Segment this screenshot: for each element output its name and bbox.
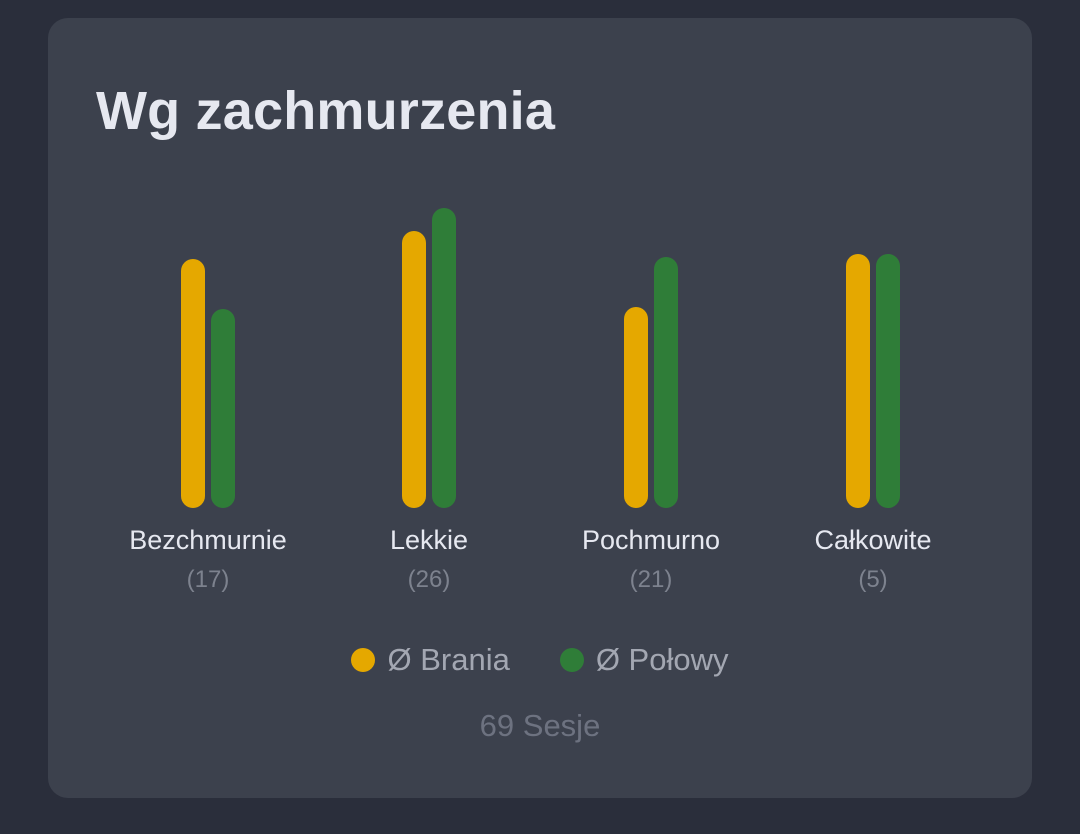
sessions-count: 69 Sesje: [479, 708, 601, 743]
legend-label-polowy: Ø Połowy: [595, 642, 729, 677]
bar-group: Pochmurno (21): [551, 18, 751, 798]
legend-dot-brania-icon: [351, 648, 376, 672]
bar-brania: [624, 307, 648, 508]
category-label: Całkowite: [814, 525, 932, 555]
bar-chart: Bezchmurnie (17) Lekkie (26) Pochmurno (21) Ca…: [48, 18, 1032, 798]
category-count: (26): [407, 566, 451, 593]
legend-item-brania: Ø Brania: [351, 642, 510, 678]
category-label: Lekkie: [389, 525, 469, 555]
card-title: Wg zachmurzenia: [96, 81, 556, 141]
category-count: (21): [629, 566, 673, 593]
bar-brania: [402, 231, 426, 508]
bar-group: Lekkie (26): [329, 18, 529, 798]
category-count: (5): [858, 566, 888, 593]
weather-cloud-chart-card: Wg zachmurzenia Bezchmurnie (17) Lekkie (26…: [48, 18, 1032, 798]
bar-group: Całkowite (5): [773, 18, 973, 798]
bar-brania: [846, 254, 870, 508]
bar-polowy: [432, 208, 456, 508]
category-count: (17): [186, 566, 230, 593]
category-label: Pochmurno: [581, 525, 721, 555]
bar-group: Bezchmurnie (17): [108, 18, 308, 798]
bar-polowy: [211, 309, 235, 508]
legend-item-polowy: Ø Połowy: [559, 642, 729, 678]
category-label: Bezchmurnie: [129, 525, 287, 555]
bar-polowy: [654, 257, 678, 508]
legend-label-brania: Ø Brania: [387, 642, 510, 677]
bar-brania: [181, 259, 205, 508]
bar-polowy: [876, 254, 900, 508]
chart-legend: Ø Brania Ø Połowy: [48, 642, 1032, 678]
legend-dot-polowy-icon: [559, 648, 584, 672]
